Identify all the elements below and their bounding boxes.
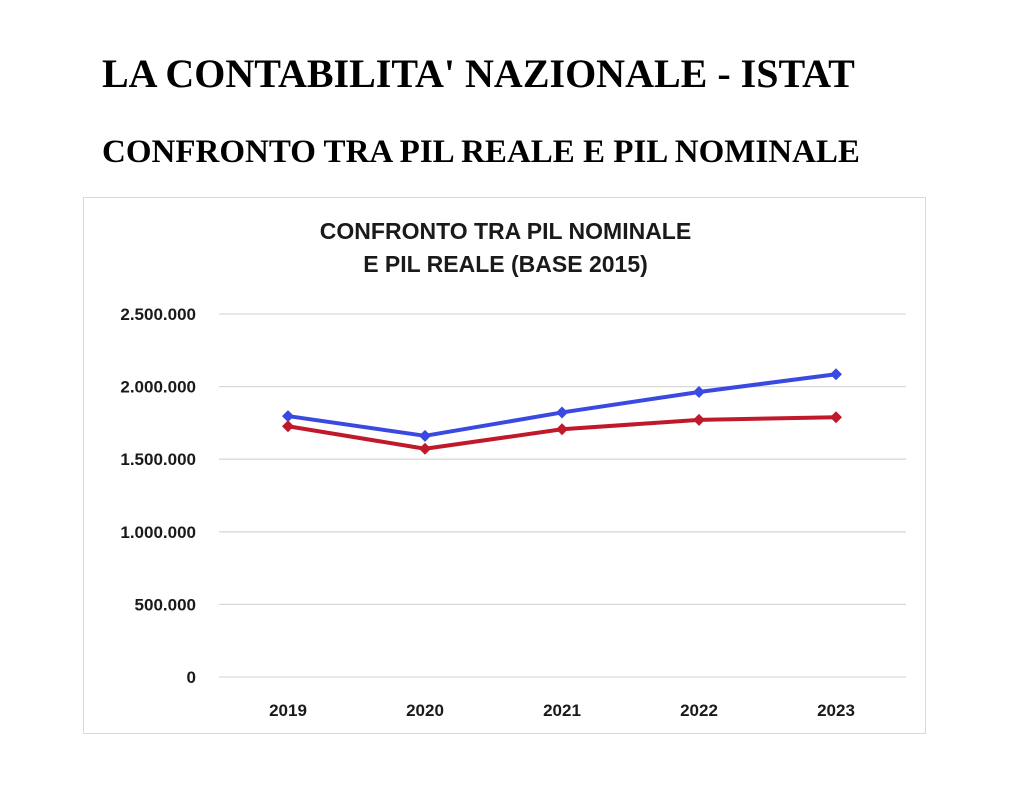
y-tick-label: 1.500.000	[120, 450, 196, 469]
series-2-point	[693, 413, 705, 426]
y-tick-label: 2.500.000	[120, 305, 196, 324]
y-axis-tick-labels: 0 500.000 1.000.000 1.500.000 2.000.000 2.500…	[120, 305, 196, 687]
x-tick-label: 2021	[543, 701, 581, 720]
x-tick-label: 2020	[406, 701, 444, 720]
y-tick-label: 1.000.000	[120, 523, 196, 542]
chart-frame: CONFRONTO TRA PIL NOMINALE E PIL REALE (…	[83, 197, 926, 734]
x-tick-label: 2019	[269, 701, 307, 720]
series-1-point	[830, 368, 842, 381]
page-subtitle: CONFRONTO TRA PIL REALE E PIL NOMINALE	[102, 134, 860, 170]
chart-title-line-2: E PIL REALE (BASE 2015)	[363, 251, 648, 277]
series-1-point	[693, 385, 705, 398]
series-1-point	[282, 410, 294, 423]
series-2-point	[419, 442, 431, 455]
y-tick-label: 2.000.000	[120, 378, 196, 397]
line-chart: 0 500.000 1.000.000 1.500.000 2.000.000 2.500…	[120, 305, 906, 720]
series-2-point	[556, 423, 568, 436]
y-tick-label: 0	[187, 668, 196, 687]
x-tick-label: 2023	[817, 701, 855, 720]
series-2-point	[282, 420, 294, 433]
chart-title: CONFRONTO TRA PIL NOMINALE E PIL REALE (…	[84, 215, 927, 281]
x-tick-label: 2022	[680, 701, 718, 720]
y-tick-label: 500.000	[135, 595, 196, 614]
x-axis-tick-labels: 2019 2020 2021 2022 2023	[269, 701, 855, 720]
gridlines	[219, 313, 906, 678]
chart-title-line-1: CONFRONTO TRA PIL NOMINALE	[319, 218, 692, 244]
series-1-point	[419, 429, 431, 442]
series-lines	[282, 368, 842, 455]
series-2-point	[830, 411, 842, 424]
series-1-point	[556, 406, 568, 419]
page-title: LA CONTABILITA' NAZIONALE - ISTAT	[102, 51, 855, 96]
